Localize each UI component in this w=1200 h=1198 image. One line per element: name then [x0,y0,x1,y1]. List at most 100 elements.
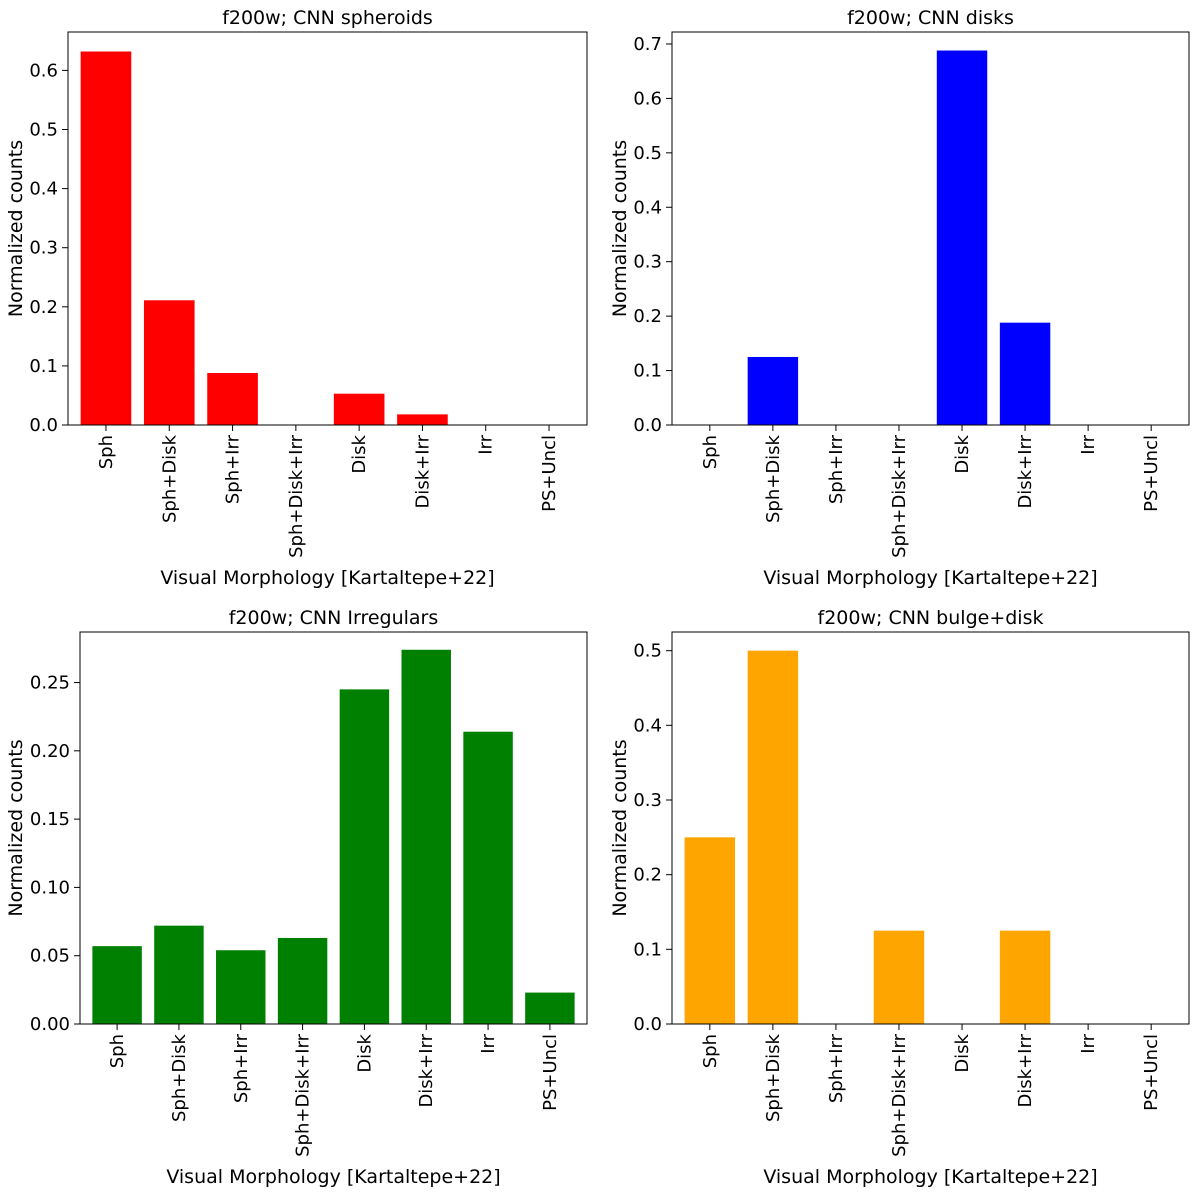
chart-panel-1: 0.0 0.1 0.2 0.3 0.4 0.5 0.6 Sph Sph+Disk Sph+Irr S… [5,7,588,589]
bar-irr [463,731,513,1024]
y-tick-label: 0.4 [633,197,662,218]
y-tick-label: 0.15 [30,809,70,830]
x-tick-label: Sph+Irr [231,1033,252,1103]
x-tick-label: Sph+Irr [826,434,847,504]
y-tick-label: 0.2 [29,297,58,318]
x-tick-label: Sph+Disk+Irr [889,434,910,557]
x-tick-label: Irr [476,434,497,454]
chart-panel-4: 0.0 0.1 0.2 0.3 0.4 0.5 Sph Sph+Disk Sph+Irr Sph+… [609,607,1190,1188]
x-tick-label: PS+Uncl [1141,1034,1162,1111]
y-tick-label: 0.4 [633,715,662,736]
y-tick-label: 0.10 [30,877,70,898]
y-tick-label: 0.5 [633,143,662,164]
x-axis-label: Visual Morphology [Kartaltepe+22] [166,1166,500,1188]
y-tick-label: 0.3 [633,252,662,273]
x-tick-label: PS+Uncl [540,1034,561,1111]
y-tick-label: 0.20 [30,741,70,762]
x-tick-label: Disk [952,434,973,473]
y-tick-label: 0.5 [29,120,58,141]
bar-disk [339,689,390,1024]
chart-panel-3: 0.00 0.05 0.10 0.15 0.20 0.25 Sph Sph+Disk Sph+I… [5,607,588,1188]
bar-sph-disk [747,650,799,1024]
x-axis-label: Visual Morphology [Kartaltepe+22] [160,567,494,589]
x-tick-label: Irr [478,1033,499,1053]
y-tick-label: 0.0 [633,1014,662,1035]
x-tick-label: PS+Uncl [1141,435,1162,512]
y-tick-label: 0.6 [29,60,58,81]
bar-sph-disk [154,925,204,1024]
bar-ps-uncl [525,992,575,1024]
x-tick-label: Irr [1078,1033,1099,1053]
y-tick-label: 0.3 [29,238,58,259]
bar-disk [333,393,385,425]
y-tick-label: 0.2 [633,865,662,886]
y-tick-label: 0.1 [633,361,662,382]
x-tick-label: Sph+Irr [223,434,244,504]
chart-title: f200w; CNN bulge+disk [818,607,1044,629]
axes-frame [671,631,1190,1025]
y-axis-label: Normalized counts [5,140,27,317]
x-tick-label: Disk+Irr [1015,1033,1036,1107]
y-tick-label: 0.5 [633,641,662,662]
x-tick-label: Sph+Disk+Irr [889,1033,910,1156]
x-tick-label: Disk+Irr [412,434,433,508]
y-axis-label: Normalized counts [609,140,631,317]
bar-disk-irr [397,414,448,425]
x-tick-label: Sph [96,435,117,469]
bar-sph-disk-irr [873,930,925,1024]
y-tick-label: 0.7 [633,34,662,55]
x-axis-label: Visual Morphology [Kartaltepe+22] [763,1166,1097,1188]
axes-frame [79,631,588,1025]
y-tick-label: 0.0 [633,415,662,436]
x-tick-label: Disk [349,434,370,473]
bar-sph [684,837,736,1024]
y-tick-label: 0.3 [633,790,662,811]
y-axis-label: Normalized counts [609,739,631,916]
bar-sph-disk [747,356,799,425]
bar-sph-disk [143,300,195,425]
x-tick-label: Sph [700,435,721,469]
axes-frame [671,31,1190,426]
y-tick-label: 0.2 [633,306,662,327]
bar-sph [92,946,142,1024]
chart-title: f200w; CNN Irregulars [229,607,439,629]
x-tick-label: Sph+Disk [763,434,784,523]
x-tick-label: Disk [354,1033,375,1072]
y-tick-label: 0.6 [633,88,662,109]
x-tick-label: Sph+Disk+Irr [293,1033,314,1156]
y-tick-label: 0.00 [30,1014,70,1035]
y-tick-label: 0.05 [30,946,70,967]
x-tick-label: Disk+Irr [1015,434,1036,508]
bar-sph [80,51,132,425]
bar-sph-irr [207,372,258,425]
y-tick-label: 0.4 [29,179,58,200]
chart-panel-2: 0.0 0.1 0.2 0.3 0.4 0.5 0.6 0.7 Sph Sph+Disk Sph+I… [609,7,1190,589]
x-tick-label: Sph [700,1034,721,1068]
x-axis-label: Visual Morphology [Kartaltepe+22] [763,567,1097,589]
axes-frame [67,31,588,426]
bar-disk [936,50,988,425]
bar-sph-irr [216,950,266,1024]
bar-disk-irr [401,649,451,1024]
x-tick-label: Irr [1078,434,1099,454]
y-tick-label: 0.0 [29,415,58,436]
x-tick-label: PS+Uncl [539,435,560,512]
y-tick-label: 0.1 [633,939,662,960]
bar-sph-disk-irr [277,937,328,1024]
x-tick-label: Disk [952,1033,973,1072]
x-tick-label: Sph+Disk [159,434,180,523]
chart-title: f200w; CNN disks [847,7,1014,29]
x-tick-label: Sph+Disk [169,1033,190,1122]
x-tick-label: Sph [107,1034,128,1068]
bar-disk-irr [999,322,1051,425]
x-tick-label: Sph+Irr [826,1033,847,1103]
bar-disk-irr [999,930,1051,1024]
x-tick-label: Disk+Irr [416,1033,437,1107]
y-axis-label: Normalized counts [5,739,27,916]
x-tick-label: Sph+Disk+Irr [286,434,307,557]
chart-title: f200w; CNN spheroids [222,7,433,29]
y-tick-label: 0.25 [30,673,70,694]
y-tick-label: 0.1 [29,356,58,377]
x-tick-label: Sph+Disk [763,1033,784,1122]
